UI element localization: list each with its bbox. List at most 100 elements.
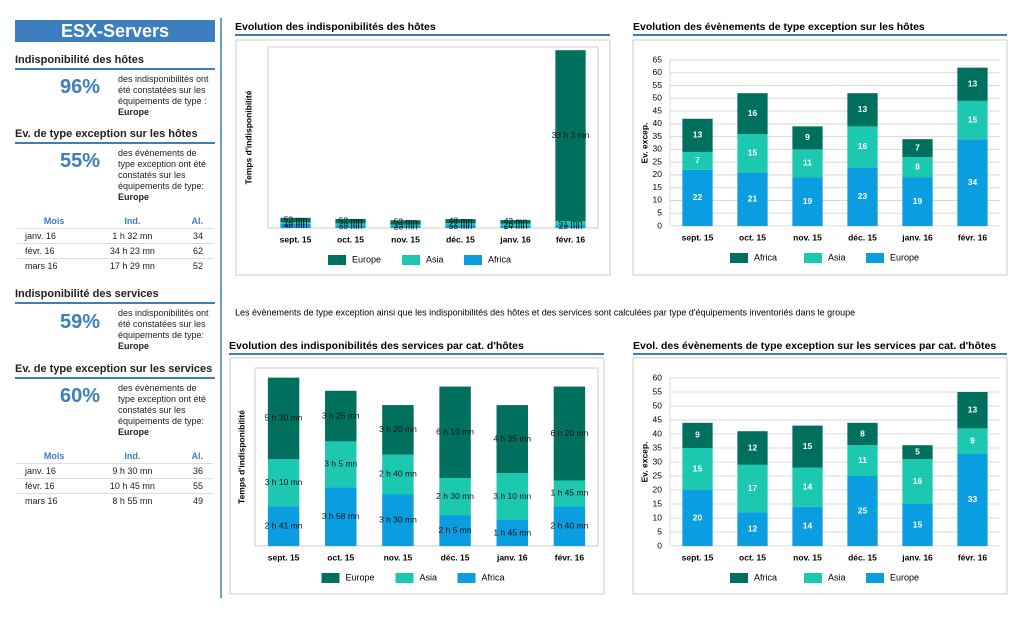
- td: 62: [173, 243, 213, 259]
- section: Indisponibilité des hôtes 96% des indisp…: [15, 54, 215, 124]
- legend-swatch: [321, 573, 340, 583]
- y-tick-label: 15: [653, 498, 663, 508]
- value-label: 1 h 45 mn: [493, 527, 531, 537]
- type: Europe: [118, 427, 150, 437]
- bar-segment: [496, 473, 528, 521]
- value-label: 2 h 30 mn: [436, 491, 474, 501]
- value-label: 52 mn: [284, 214, 308, 224]
- value-label: 48 mn: [449, 215, 473, 225]
- bar-segment: [792, 467, 823, 507]
- value-label: 15: [803, 441, 813, 451]
- bar-segment: [445, 219, 476, 224]
- td: janv. 16: [17, 463, 92, 479]
- legend-label: Asia: [828, 572, 846, 582]
- bar-segment: [847, 93, 878, 127]
- value-label: 14: [803, 481, 813, 491]
- x-tick-label: oct. 15: [337, 234, 364, 244]
- section: Indisponibilité des services 59% des ind…: [15, 288, 215, 358]
- value-label: 19: [913, 196, 923, 206]
- bar-segment: [555, 50, 586, 222]
- text: des évènements de type exception ont été…: [118, 148, 207, 191]
- bar-segment: [553, 386, 586, 481]
- th: Mois: [43, 216, 65, 226]
- value-label: 16: [858, 141, 868, 151]
- value-label: 3 h 58 mn: [322, 511, 360, 521]
- value-label: 4 h 35 mn: [493, 433, 531, 443]
- text: des indisponibilités ont été constatées …: [118, 74, 209, 106]
- legend-label: Europe: [346, 572, 375, 582]
- x-tick-label: janv. 16: [901, 232, 933, 242]
- bar-segment: [682, 448, 713, 490]
- value-label: 22 mn: [449, 218, 473, 228]
- legend-label: Africa: [754, 252, 777, 262]
- text: des évènements de type exception ont été…: [118, 383, 207, 426]
- bar-segment: [553, 480, 586, 507]
- value-label: 29 mn: [559, 221, 583, 231]
- td: mars 16: [17, 258, 92, 273]
- bar-segment: [439, 478, 471, 516]
- bar-segment: [390, 226, 421, 228]
- section-heading: Indisponibilité des services: [15, 288, 215, 304]
- bar-segment: [957, 67, 988, 101]
- td: 8 h 55 mn: [91, 493, 174, 508]
- section-heading: Indisponibilité des hôtes: [15, 54, 215, 70]
- type: Europe: [118, 192, 150, 202]
- bar-segment: [957, 453, 988, 546]
- x-tick-label: déc. 15: [848, 232, 877, 242]
- bar-segment: [737, 172, 768, 226]
- bar-segment: [280, 222, 311, 224]
- bar-segment: [682, 151, 713, 170]
- td: 34: [173, 228, 213, 244]
- bar-segment: [847, 126, 878, 168]
- y-axis-label: Temps d'indisponibilité: [236, 410, 246, 504]
- x-tick-label: févr. 16: [556, 234, 586, 244]
- y-tick-label: 60: [653, 67, 663, 77]
- value-label: 6 h 10 mn: [436, 427, 474, 437]
- bar-segment: [792, 149, 823, 178]
- td: 52: [173, 258, 213, 273]
- bar-segment: [496, 520, 528, 546]
- y-tick-label: 60: [653, 372, 663, 382]
- bar-segment: [555, 225, 586, 228]
- legend-label: Africa: [482, 572, 505, 582]
- legend-swatch: [866, 573, 884, 583]
- sidebar-title: ESX-Servers: [15, 20, 215, 42]
- value-label: 5 h 30 mn: [265, 413, 303, 423]
- th: Ind.: [124, 216, 141, 226]
- value-label: 13: [968, 404, 978, 414]
- plot-frame: [254, 367, 599, 547]
- legend-swatch: [804, 253, 822, 263]
- value-label: 3 h 20 mn: [379, 424, 417, 434]
- value-label: 11: [858, 455, 867, 465]
- x-tick-label: sept. 15: [682, 232, 714, 242]
- value-label: 15: [693, 463, 703, 473]
- bar-segment: [682, 169, 713, 226]
- legend-swatch: [730, 253, 748, 263]
- note: Les évènements de type exception ainsi q…: [235, 307, 855, 317]
- value-label: 17: [748, 483, 758, 493]
- value-label: 9: [805, 132, 810, 142]
- x-tick-label: sept. 15: [682, 552, 714, 562]
- value-label: 11: [803, 158, 812, 168]
- value-label: 15: [913, 519, 923, 529]
- value-label: 3 h 5 mn: [324, 459, 357, 469]
- value-label: 3 h 10 mn: [493, 491, 531, 501]
- y-tick-label: 10: [653, 195, 663, 205]
- value-label: 2 h 40 mn: [551, 520, 589, 530]
- y-tick-label: 55: [653, 80, 663, 90]
- legend-label: Europe: [352, 254, 381, 264]
- value-label: 42 mn: [504, 216, 528, 226]
- value-label: 7: [915, 142, 920, 152]
- th: Al.: [191, 216, 203, 226]
- y-tick-label: 0: [657, 540, 662, 550]
- percent: 55%: [59, 150, 101, 172]
- bar-segment: [847, 445, 878, 476]
- value-label: 14: [803, 521, 813, 531]
- th: Mois: [43, 451, 65, 461]
- y-tick-label: 5: [657, 207, 662, 217]
- legend-swatch: [866, 253, 884, 263]
- x-tick-label: sept. 15: [268, 552, 300, 562]
- section-heading: Ev. de type exception sur les hôtes: [15, 128, 215, 144]
- legend-swatch: [395, 573, 414, 583]
- td: mars 16: [17, 493, 92, 508]
